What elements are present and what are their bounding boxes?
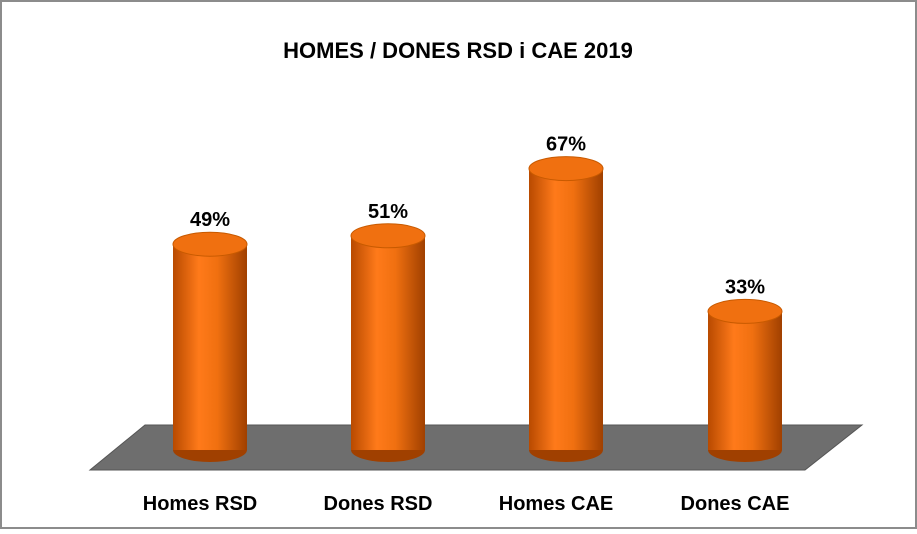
- x-tick-label: Dones CAE: [681, 493, 790, 515]
- chart-title: HOMES / DONES RSD i CAE 2019: [283, 38, 633, 63]
- data-label: 49%: [190, 209, 230, 231]
- data-label: 33%: [725, 276, 765, 298]
- x-tick-label: Dones RSD: [324, 493, 433, 515]
- x-tick-label: Homes CAE: [499, 493, 613, 515]
- x-tick-label: Homes RSD: [143, 493, 257, 515]
- data-label: 51%: [368, 201, 408, 223]
- bar: [528, 156, 604, 462]
- bar: [350, 223, 426, 462]
- bar: [172, 231, 248, 462]
- bar: [707, 298, 783, 462]
- floor: [88, 424, 864, 471]
- data-label: 67%: [546, 134, 586, 156]
